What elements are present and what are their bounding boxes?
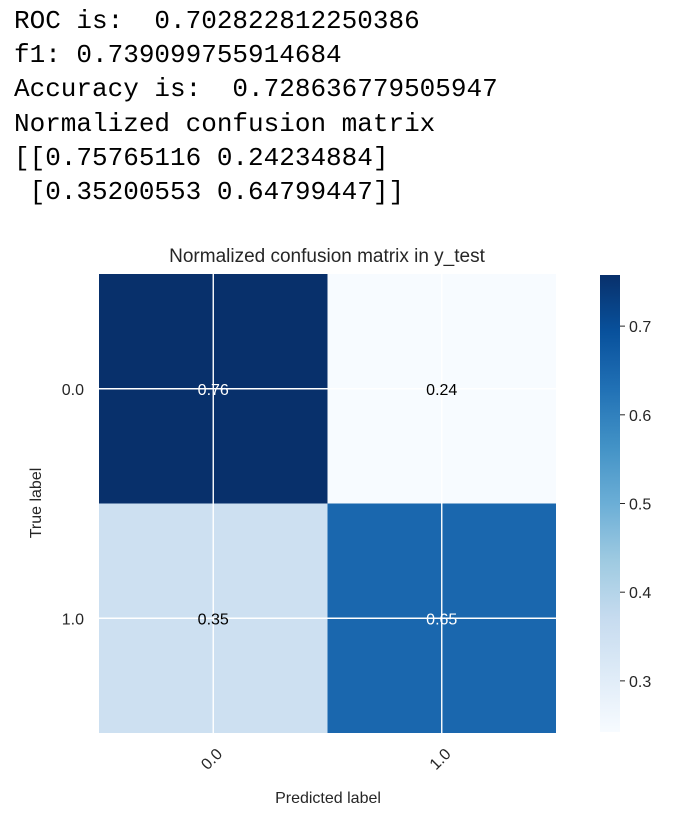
colorbar-gradient [600, 275, 620, 732]
console-line-accuracy: Accuracy is: 0.728636779505947 [14, 74, 498, 105]
y-tick-label-0: 0.0 [62, 382, 84, 399]
colorbar-tick-label-0: 0.7 [629, 319, 651, 336]
cell-value-label-0-1: 0.24 [426, 382, 457, 399]
console-line-f1: f1: 0.739099755914684 [14, 40, 342, 71]
console-line-matrix-row-1: [[0.75765116 0.24234884] [14, 142, 389, 173]
heatmap-cells [99, 274, 556, 733]
x-tick-label-0: 0.0 [198, 746, 226, 774]
heatmap-cell-labels: 0.76 0.24 0.35 0.65 [198, 382, 458, 629]
console-output: ROC is: 0.702822812250386 f1: 0.739099755… [14, 4, 498, 209]
y-axis-label: True label [28, 468, 45, 539]
cell-value-label-0-0: 0.76 [198, 382, 229, 399]
y-tick-label-1: 1.0 [62, 611, 84, 628]
x-axis-label: Predicted label [275, 790, 381, 807]
cell-value-label-1-0: 0.35 [198, 611, 229, 628]
console-line-roc: ROC is: 0.702822812250386 [14, 6, 420, 36]
colorbar-tick-label-3: 0.4 [629, 585, 651, 602]
console-line-matrix-row-2: [0.35200553 0.64799447]] [14, 176, 405, 207]
chart-title: Normalized confusion matrix in y_test [169, 246, 485, 267]
colorbar-tick-label-4: 0.3 [629, 674, 651, 691]
console-line-matrix-title: Normalized confusion matrix [14, 108, 436, 139]
cell-value-label-1-1: 0.65 [426, 611, 457, 628]
x-tick-label-1: 1.0 [427, 746, 455, 774]
heatmap-gridlines [99, 274, 556, 733]
colorbar-ticks: 0.7 0.6 0.5 0.4 0.3 [620, 319, 651, 691]
colorbar-tick-label-1: 0.6 [629, 408, 651, 425]
y-tick-labels: 0.0 1.0 [62, 382, 84, 629]
x-tick-labels: 0.0 1.0 [198, 746, 454, 774]
colorbar-tick-label-2: 0.5 [629, 497, 651, 514]
colorbar: 0.7 0.6 0.5 0.4 0.3 [600, 275, 651, 732]
